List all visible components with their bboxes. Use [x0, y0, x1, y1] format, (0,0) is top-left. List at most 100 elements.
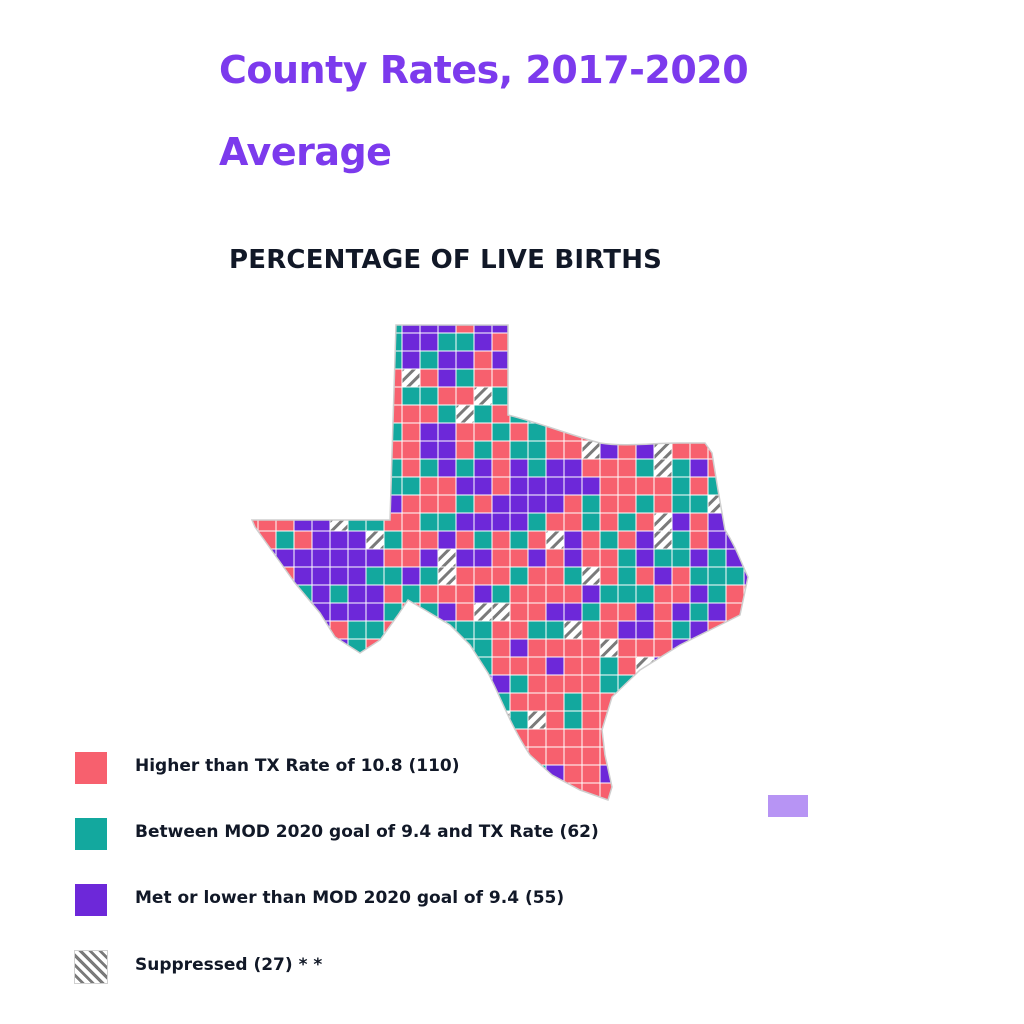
- county-tile: [329, 386, 349, 406]
- county-tile: [582, 801, 600, 810]
- county-tile: [293, 440, 313, 460]
- county-tile: [401, 530, 421, 550]
- county-tile: [527, 602, 547, 622]
- county-tile: [455, 325, 475, 334]
- county-tile: [545, 512, 565, 532]
- county-tile: [383, 674, 403, 694]
- county-tile: [599, 325, 619, 334]
- county-tile: [509, 674, 529, 694]
- county-tile: [347, 584, 367, 604]
- county-tile: [653, 674, 673, 694]
- county-tile: [689, 710, 709, 730]
- county-tile: [707, 530, 727, 550]
- county-tile: [509, 458, 529, 478]
- county-tile: [743, 332, 748, 352]
- county-tile: [437, 476, 457, 496]
- county-tile: [689, 386, 709, 406]
- county-tile: [437, 548, 457, 568]
- county-tile: [617, 530, 637, 550]
- county-tile: [581, 620, 601, 640]
- county-tile: [347, 530, 367, 550]
- county-tile: [275, 728, 295, 748]
- county-tile: [252, 440, 259, 460]
- county-tile: [329, 368, 349, 388]
- county-tile: [455, 458, 475, 478]
- county-tile: [653, 548, 673, 568]
- county-tile: [509, 638, 529, 658]
- county-tile: [419, 458, 439, 478]
- county-tile: [437, 422, 457, 442]
- county-tile: [491, 458, 511, 478]
- county-tile: [419, 404, 439, 424]
- county-tile: [563, 638, 583, 658]
- county-tile: [527, 674, 547, 694]
- county-tile: [329, 620, 349, 640]
- county-tile: [707, 548, 727, 568]
- county-tile: [509, 656, 529, 676]
- county-tile: [635, 386, 655, 406]
- county-tile: [329, 350, 349, 370]
- county-tile: [347, 566, 367, 586]
- county-tile: [671, 674, 691, 694]
- county-tile: [275, 584, 295, 604]
- county-tile: [383, 728, 403, 748]
- county-tile: [725, 325, 745, 334]
- county-tile: [257, 602, 277, 622]
- county-tile: [275, 350, 295, 370]
- county-tile: [545, 548, 565, 568]
- county-tile: [671, 512, 691, 532]
- county-tile: [252, 674, 259, 694]
- county-tile: [293, 710, 313, 730]
- county-tile: [581, 332, 601, 352]
- county-tile: [293, 548, 313, 568]
- county-tile: [293, 404, 313, 424]
- county-tile: [365, 584, 385, 604]
- county-tile: [293, 422, 313, 442]
- county-tile: [545, 710, 565, 730]
- county-tile: [743, 325, 748, 334]
- stray-color-swatch: [768, 795, 808, 817]
- county-tile: [365, 602, 385, 622]
- county-tile: [365, 422, 385, 442]
- county-tile: [365, 332, 385, 352]
- county-tile: [581, 350, 601, 370]
- legend-item-suppressed: Suppressed (27) * *: [74, 950, 775, 985]
- county-tile: [311, 692, 331, 712]
- county-tile: [599, 332, 619, 352]
- county-tile: [419, 566, 439, 586]
- county-tile: [581, 494, 601, 514]
- county-tile: [275, 404, 295, 424]
- county-tile: [437, 494, 457, 514]
- county-tile: [545, 458, 565, 478]
- county-tile: [563, 530, 583, 550]
- county-tile: [635, 566, 655, 586]
- county-tile: [348, 801, 366, 810]
- county-tile: [563, 566, 583, 586]
- county-tile: [708, 801, 726, 810]
- county-tile: [707, 386, 727, 406]
- county-tile: [509, 512, 529, 532]
- legend-item-between: Between MOD 2020 goal of 9.4 and TX Rate…: [75, 818, 775, 852]
- county-tile: [275, 476, 295, 496]
- county-tile: [689, 512, 709, 532]
- county-tile: [275, 638, 295, 658]
- county-tile: [455, 692, 475, 712]
- county-tile: [311, 566, 331, 586]
- county-tile: [401, 350, 421, 370]
- county-tile: [329, 404, 349, 424]
- county-tile: [252, 332, 259, 352]
- county-tile: [437, 566, 457, 586]
- county-tile: [635, 332, 655, 352]
- county-tile: [743, 404, 748, 424]
- county-tile: [725, 656, 745, 676]
- county-tile: [347, 620, 367, 640]
- county-tile: [689, 584, 709, 604]
- county-tile: [689, 656, 709, 676]
- legend-label-between: Between MOD 2020 goal of 9.4 and TX Rate…: [135, 822, 599, 842]
- county-tile: [419, 710, 439, 730]
- county-tile: [581, 710, 601, 730]
- county-tile: [671, 548, 691, 568]
- county-tile: [528, 801, 546, 810]
- county-tile: [545, 325, 565, 334]
- county-tile: [689, 692, 709, 712]
